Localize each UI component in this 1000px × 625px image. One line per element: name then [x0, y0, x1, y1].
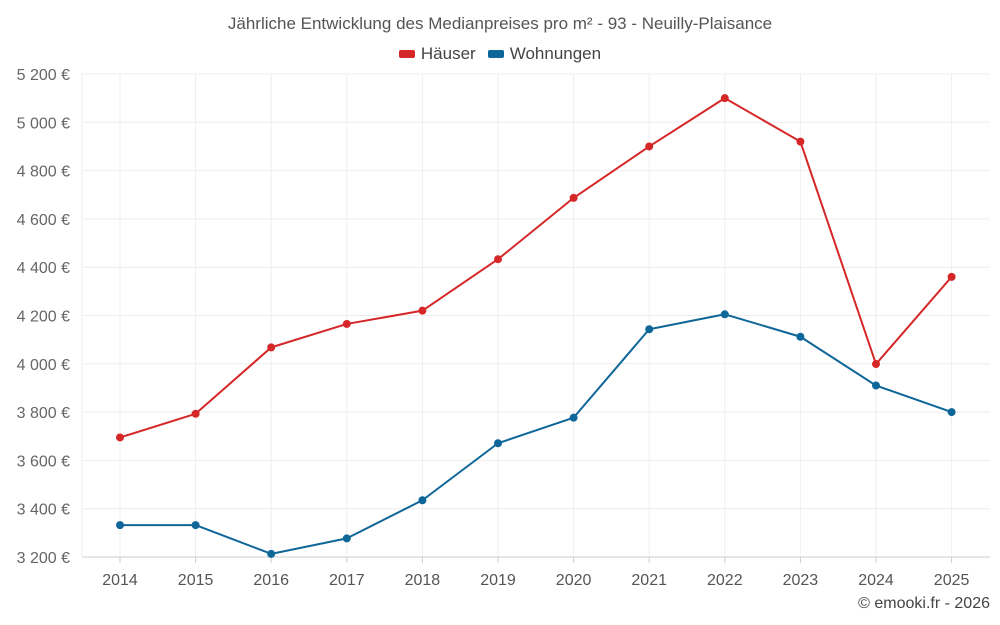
- data-point-haeuser: [342, 319, 351, 328]
- legend-label-wohnungen: Wohnungen: [509, 44, 602, 63]
- data-point-haeuser: [645, 142, 654, 151]
- data-point-haeuser: [494, 255, 502, 264]
- x-tick-label: 2025: [934, 572, 970, 589]
- data-point-wohnungen: [947, 408, 956, 417]
- credit-text: © emooki.fr - 2026: [858, 595, 990, 612]
- data-point-wohnungen: [796, 332, 805, 341]
- data-point-wohnungen: [645, 325, 654, 334]
- x-tick-label: 2016: [253, 572, 289, 589]
- y-tick-label: 4 800 €: [17, 164, 70, 181]
- data-point-wohnungen: [872, 381, 880, 390]
- y-tick-label: 4 600 €: [17, 212, 70, 229]
- series-line-wohnungen: [120, 313, 952, 555]
- data-point-haeuser: [947, 272, 956, 281]
- chart-legend: Häuser Wohnungen: [0, 44, 1000, 64]
- x-tick-label: 2022: [707, 572, 743, 589]
- x-tick-label: 2015: [178, 572, 214, 589]
- y-tick-label: 3 600 €: [17, 453, 70, 470]
- data-point-haeuser: [872, 360, 880, 369]
- legend-swatch-wohnungen: [487, 50, 504, 58]
- legend-item-haeuser[interactable]: Häuser: [398, 44, 476, 64]
- x-tick-label: 2023: [783, 572, 819, 589]
- x-tick-label: 2024: [858, 572, 894, 589]
- y-tick-label: 3 200 €: [17, 550, 70, 567]
- y-tick-label: 5 000 €: [17, 115, 70, 132]
- data-point-wohnungen: [720, 310, 729, 319]
- data-point-wohnungen: [191, 521, 200, 530]
- data-point-wohnungen: [342, 534, 351, 543]
- data-point-wohnungen: [569, 413, 578, 422]
- data-point-wohnungen: [494, 439, 502, 448]
- chart-title: Jährliche Entwicklung des Medianpreises …: [227, 14, 773, 33]
- data-point-wohnungen: [418, 496, 427, 505]
- x-tick-label: 2017: [329, 572, 365, 589]
- x-tick-label: 2014: [102, 572, 138, 589]
- data-point-haeuser: [267, 343, 276, 352]
- y-tick-label: 5 200 €: [17, 67, 70, 84]
- y-tick-label: 3 800 €: [17, 405, 70, 422]
- x-tick-label: 2021: [631, 572, 667, 589]
- data-point-haeuser: [116, 433, 124, 442]
- y-tick-label: 4 400 €: [17, 260, 70, 277]
- data-point-haeuser: [569, 193, 578, 202]
- data-point-haeuser: [418, 306, 427, 315]
- data-point-haeuser: [720, 94, 729, 103]
- x-tick-label: 2019: [480, 572, 516, 589]
- series-line-haeuser: [119, 97, 953, 439]
- x-tick-label: 2020: [556, 572, 592, 589]
- legend-item-wohnungen[interactable]: Wohnungen: [487, 44, 602, 64]
- data-point-haeuser: [191, 409, 200, 418]
- y-tick-label: 3 400 €: [17, 502, 70, 519]
- y-tick-label: 4 000 €: [17, 357, 70, 374]
- data-point-wohnungen: [267, 549, 276, 558]
- data-point-wohnungen: [116, 521, 124, 530]
- data-point-haeuser: [796, 137, 805, 146]
- legend-swatch-haeuser: [398, 50, 415, 58]
- legend-label-haeuser: Häuser: [420, 44, 476, 63]
- y-tick-label: 4 200 €: [17, 309, 70, 326]
- x-tick-label: 2018: [405, 572, 441, 589]
